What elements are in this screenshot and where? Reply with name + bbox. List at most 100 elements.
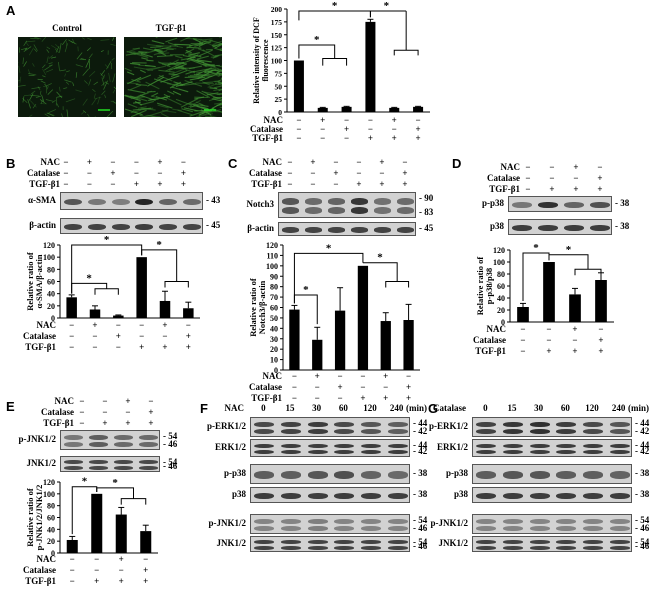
panel-c-treatment-sign: + xyxy=(356,179,362,189)
panel-b-treatment-bottom-sign: + xyxy=(185,342,191,352)
fiber-stroke xyxy=(218,74,222,76)
blot-band xyxy=(89,465,108,470)
panel-b-treatment-bottom-sign: + xyxy=(185,331,191,341)
fiber-stroke xyxy=(22,98,28,104)
fiber-stroke xyxy=(144,64,156,68)
panel-d-treatment-sign: + xyxy=(573,184,579,194)
fiber-stroke xyxy=(100,39,110,41)
panel-e-treatment-bottom-row-label: Catalase xyxy=(23,565,56,575)
blot-band xyxy=(139,465,158,470)
blot-band xyxy=(502,428,524,434)
panel-d-blot-p38-mw: - 38 xyxy=(615,221,630,231)
fiber-stroke xyxy=(214,54,222,57)
blot-band xyxy=(529,428,550,434)
blot-band xyxy=(159,198,178,206)
blot-band xyxy=(387,449,408,455)
fiber-stroke xyxy=(51,45,59,50)
blot-band xyxy=(387,540,408,545)
panel-c-treatment-bottom-row-label: NAC xyxy=(262,371,283,381)
y-tick-label: 80 xyxy=(270,283,278,292)
blot-band xyxy=(609,545,630,550)
fiber-stroke xyxy=(41,37,47,42)
panel-e-blot-jnk-strip xyxy=(60,456,160,472)
panel-e-treatment-bottom-sign: + xyxy=(118,576,124,586)
panel-b-treatment-sign: − xyxy=(133,157,140,167)
fiber-stroke xyxy=(187,99,201,108)
fiber-stroke xyxy=(97,96,101,105)
y-tick-label: 80 xyxy=(497,270,505,279)
y-tick-label: 40 xyxy=(47,525,55,534)
fiber-stroke xyxy=(133,51,149,54)
panel-e-treatment-sign: − xyxy=(125,407,131,417)
fiber-stroke xyxy=(103,80,108,90)
fiber-stroke xyxy=(93,81,99,86)
bar xyxy=(113,315,124,318)
fiber-stroke xyxy=(197,59,212,63)
blot-band xyxy=(63,224,82,230)
y-axis-label: Notch3/β-actin xyxy=(257,280,267,334)
fiber-stroke xyxy=(75,72,78,78)
blot-band xyxy=(280,428,302,434)
fiber-stroke xyxy=(132,107,152,111)
fiber-stroke xyxy=(91,97,97,106)
panel-e-treatment-sign: − xyxy=(148,396,154,406)
bar xyxy=(403,320,414,370)
fiber-stroke xyxy=(106,61,112,70)
panel-b-treatment-bottom-sign: + xyxy=(162,342,168,352)
fiber-stroke xyxy=(204,73,214,76)
fiber-stroke xyxy=(156,102,173,109)
panel-f-blot-2-strip xyxy=(250,464,410,484)
fiber-stroke xyxy=(214,83,222,86)
panel-c-blot-actin-strip xyxy=(278,222,416,236)
blot-band xyxy=(582,443,604,449)
significance-bracket xyxy=(71,282,108,294)
y-axis-label: Relative ratio of xyxy=(475,257,485,316)
panel-f-blot-5-strip xyxy=(250,536,410,552)
fiber-stroke xyxy=(46,83,52,86)
panel-f-timepoint: 60 xyxy=(338,403,348,413)
fiber-stroke xyxy=(151,40,165,45)
bar xyxy=(517,307,529,322)
panel-e-treatment-bottom-sign: − xyxy=(69,554,75,564)
blot-band xyxy=(89,460,108,465)
fiber-stroke xyxy=(76,52,83,60)
fiber-stroke xyxy=(18,84,26,87)
panel-c-treatment-bottom-sign: + xyxy=(406,393,412,403)
blot-band xyxy=(609,449,630,455)
fiber-stroke xyxy=(219,37,222,39)
blot-band xyxy=(360,428,382,434)
fiber-stroke xyxy=(135,83,148,86)
blot-band xyxy=(307,449,328,455)
fiber-stroke xyxy=(147,114,156,117)
fiber-stroke xyxy=(177,109,193,116)
panel-g-blot-5-label: JNK1/2 xyxy=(438,538,468,548)
fiber-stroke xyxy=(165,63,181,72)
blot-band xyxy=(360,471,382,479)
panel-e-treatment-sign: + xyxy=(148,407,154,417)
panel-f-blot-1-mw: - 44 xyxy=(413,440,428,450)
fiber-stroke xyxy=(31,86,41,90)
fiber-stroke xyxy=(213,80,221,83)
panel-a-treatment-sign: + xyxy=(391,115,397,125)
blot-band xyxy=(582,471,604,479)
blot-band xyxy=(360,449,382,455)
panel-a-treatment-sign: − xyxy=(296,124,302,134)
fiber-stroke xyxy=(124,67,132,72)
panel-b-treatment-sign: − xyxy=(110,157,116,167)
blot-band xyxy=(556,519,577,525)
panel-b-blot-actin-mw: - 45 xyxy=(206,220,221,230)
blot-band xyxy=(327,227,346,233)
panel-c-treatment-sign: − xyxy=(310,168,316,178)
panel-c-blot-notch3-strip xyxy=(278,192,416,218)
fiber-stroke xyxy=(130,109,141,114)
panel-e-treatment-row-label: TGF-β1 xyxy=(43,418,74,428)
panel-c-treatment-sign: − xyxy=(379,168,385,178)
blot-band xyxy=(529,471,550,479)
blot-band xyxy=(373,227,392,233)
blot-band xyxy=(502,443,524,449)
blot-band xyxy=(476,545,497,550)
significance-bracket xyxy=(293,294,318,325)
panel-f-blot-2-mw: - 38 xyxy=(413,468,428,478)
panel-b-treatment-row-label: Catalase xyxy=(27,168,60,178)
panel-f-blot-5-mw: - 46 xyxy=(413,541,428,551)
